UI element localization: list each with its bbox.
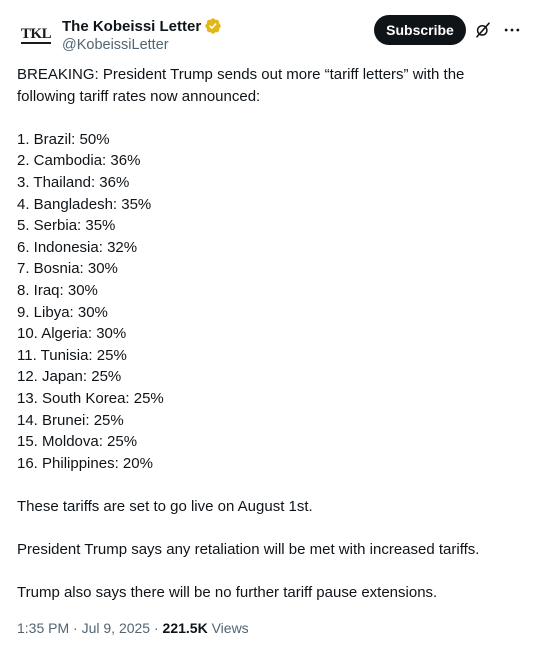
list-item: 5. Serbia: 35% <box>17 217 116 235</box>
list-item: 6. Indonesia: 32% <box>17 238 138 256</box>
paragraph-gap <box>17 561 525 583</box>
tweet-paragraph: These tariffs are set to go live on Augu… <box>17 497 313 515</box>
tweet-paragraph: President Trump says any retaliation wil… <box>17 541 480 559</box>
views-label: Views <box>211 620 249 636</box>
list-item: 9. Libya: 30% <box>17 303 108 321</box>
views-count[interactable]: 221.5K <box>162 620 208 636</box>
paragraph-gap <box>17 474 525 496</box>
more-options-icon[interactable] <box>502 20 522 40</box>
tweet-time[interactable]: 1:35 PM <box>17 620 70 636</box>
verified-badge-icon <box>205 18 221 34</box>
paragraph-gap <box>17 107 525 129</box>
meta-separator: · <box>153 620 159 636</box>
list-item: 12. Japan: 25% <box>17 368 122 386</box>
list-item: 2. Cambodia: 36% <box>17 152 141 170</box>
tweet-date[interactable]: Jul 9, 2025 <box>81 620 151 636</box>
avatar[interactable]: TKL <box>16 16 56 56</box>
grok-icon[interactable] <box>474 21 492 39</box>
list-item: 4. Bangladesh: 35% <box>17 195 152 213</box>
list-item: 15. Moldova: 25% <box>17 433 138 451</box>
meta-separator: · <box>73 620 78 636</box>
paragraph-gap <box>17 517 525 539</box>
display-name[interactable]: The Kobeissi Letter <box>62 17 202 35</box>
tweet-header: TKL The Kobeissi Letter @KobeissiLetter … <box>16 14 524 58</box>
list-item: 16. Philippines: 20% <box>17 454 153 472</box>
display-name-row: The Kobeissi Letter <box>62 16 222 36</box>
list-item: 10. Algeria: 30% <box>17 325 127 343</box>
tweet-intro: BREAKING: President Trump sends out more… <box>17 66 469 105</box>
avatar-logo-text: TKL <box>20 26 52 44</box>
list-item: 7. Bosnia: 30% <box>17 260 118 278</box>
list-item: 13. South Korea: 25% <box>17 389 164 407</box>
subscribe-button[interactable]: Subscribe <box>374 15 466 45</box>
list-item: 11. Tunisia: 25% <box>17 346 127 364</box>
list-item: 3. Thailand: 36% <box>17 173 130 191</box>
list-item: 1. Brazil: 50% <box>17 130 110 148</box>
list-item: 14. Brunei: 25% <box>17 411 124 429</box>
tweet-meta: 1:35 PM · Jul 9, 2025 · 221.5K Views <box>17 620 249 636</box>
author-names: The Kobeissi Letter @KobeissiLetter <box>62 16 222 53</box>
tweet-paragraph: Trump also says there will be no further… <box>17 584 438 602</box>
tweet-text: BREAKING: President Trump sends out more… <box>17 64 525 604</box>
author-handle[interactable]: @KobeissiLetter <box>62 37 169 53</box>
list-item: 8. Iraq: 30% <box>17 281 98 299</box>
tariff-list: 1. Brazil: 50% 2. Cambodia: 36% 3. Thail… <box>17 129 525 475</box>
